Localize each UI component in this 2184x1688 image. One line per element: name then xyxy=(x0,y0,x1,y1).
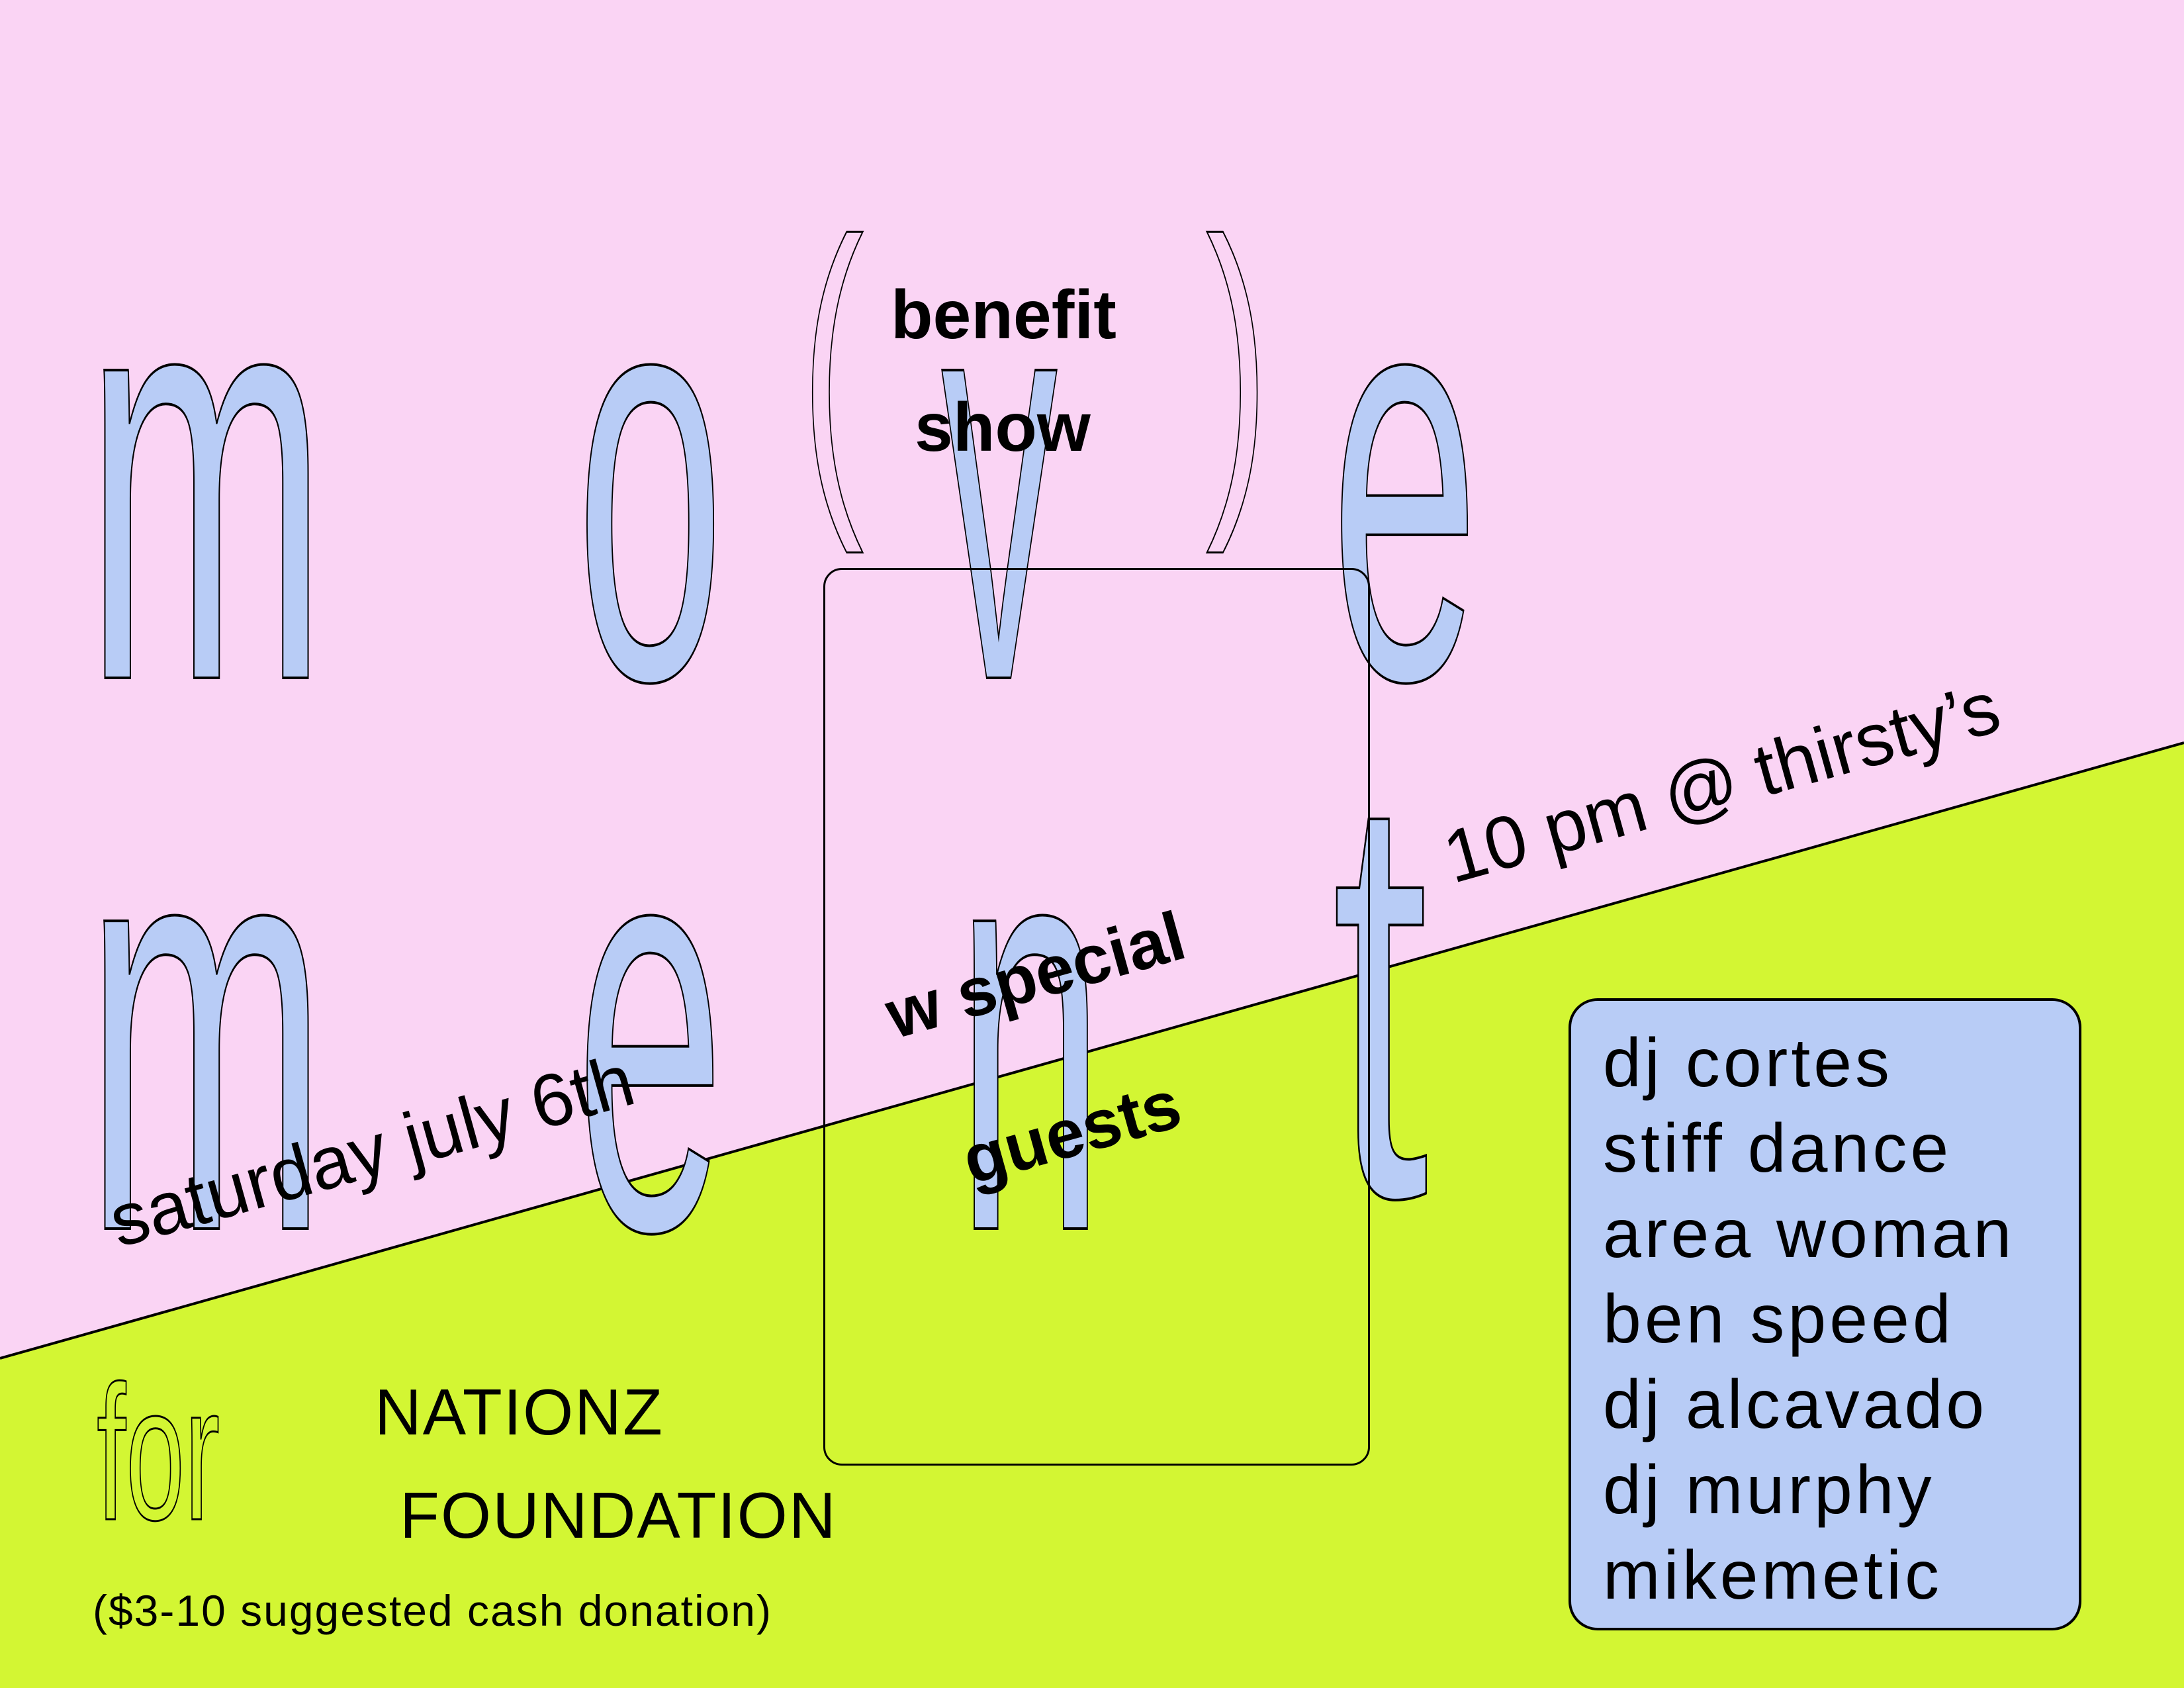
title-letter-v: v xyxy=(940,151,1058,802)
lineup-act: mikemetic xyxy=(1603,1537,1943,1614)
benefit-label: benefit xyxy=(891,277,1116,353)
lineup-act: ben speed xyxy=(1603,1281,1954,1358)
title-letter-e: e xyxy=(1330,151,1480,802)
lineup-act: dj murphy xyxy=(1603,1452,1935,1528)
beneficiary-name-line1: NATIONZ xyxy=(375,1376,664,1448)
for-word: for xyxy=(96,1346,220,1560)
lineup-act: dj alcavado xyxy=(1603,1366,1988,1443)
lineup-act: dj cortes xyxy=(1603,1025,1893,1102)
special-guests-frame xyxy=(823,568,1370,1466)
diagonal-divider xyxy=(0,741,2184,1360)
close-parenthesis: ) xyxy=(1205,170,1269,555)
lineup-box: dj cortes stiff dance area woman ben spe… xyxy=(1569,998,2081,1630)
pink-field xyxy=(0,0,2184,1358)
donation-note: ($3-10 suggested cash donation) xyxy=(93,1586,772,1635)
open-parenthesis: ( xyxy=(800,170,864,555)
title-letter-n: n xyxy=(955,702,1105,1352)
title-letter-e-2: e xyxy=(575,702,725,1352)
title-letter-m-2: m xyxy=(84,702,328,1352)
show-label: show xyxy=(915,389,1091,466)
title-letter-m: m xyxy=(84,151,328,802)
lineup-act: stiff dance xyxy=(1603,1110,1952,1187)
title-letter-t: t xyxy=(1331,669,1430,1319)
beneficiary-name-line2: FOUNDATION xyxy=(400,1479,837,1552)
title-letter-o: o xyxy=(575,151,725,802)
lineup-act: area woman xyxy=(1603,1196,2015,1272)
